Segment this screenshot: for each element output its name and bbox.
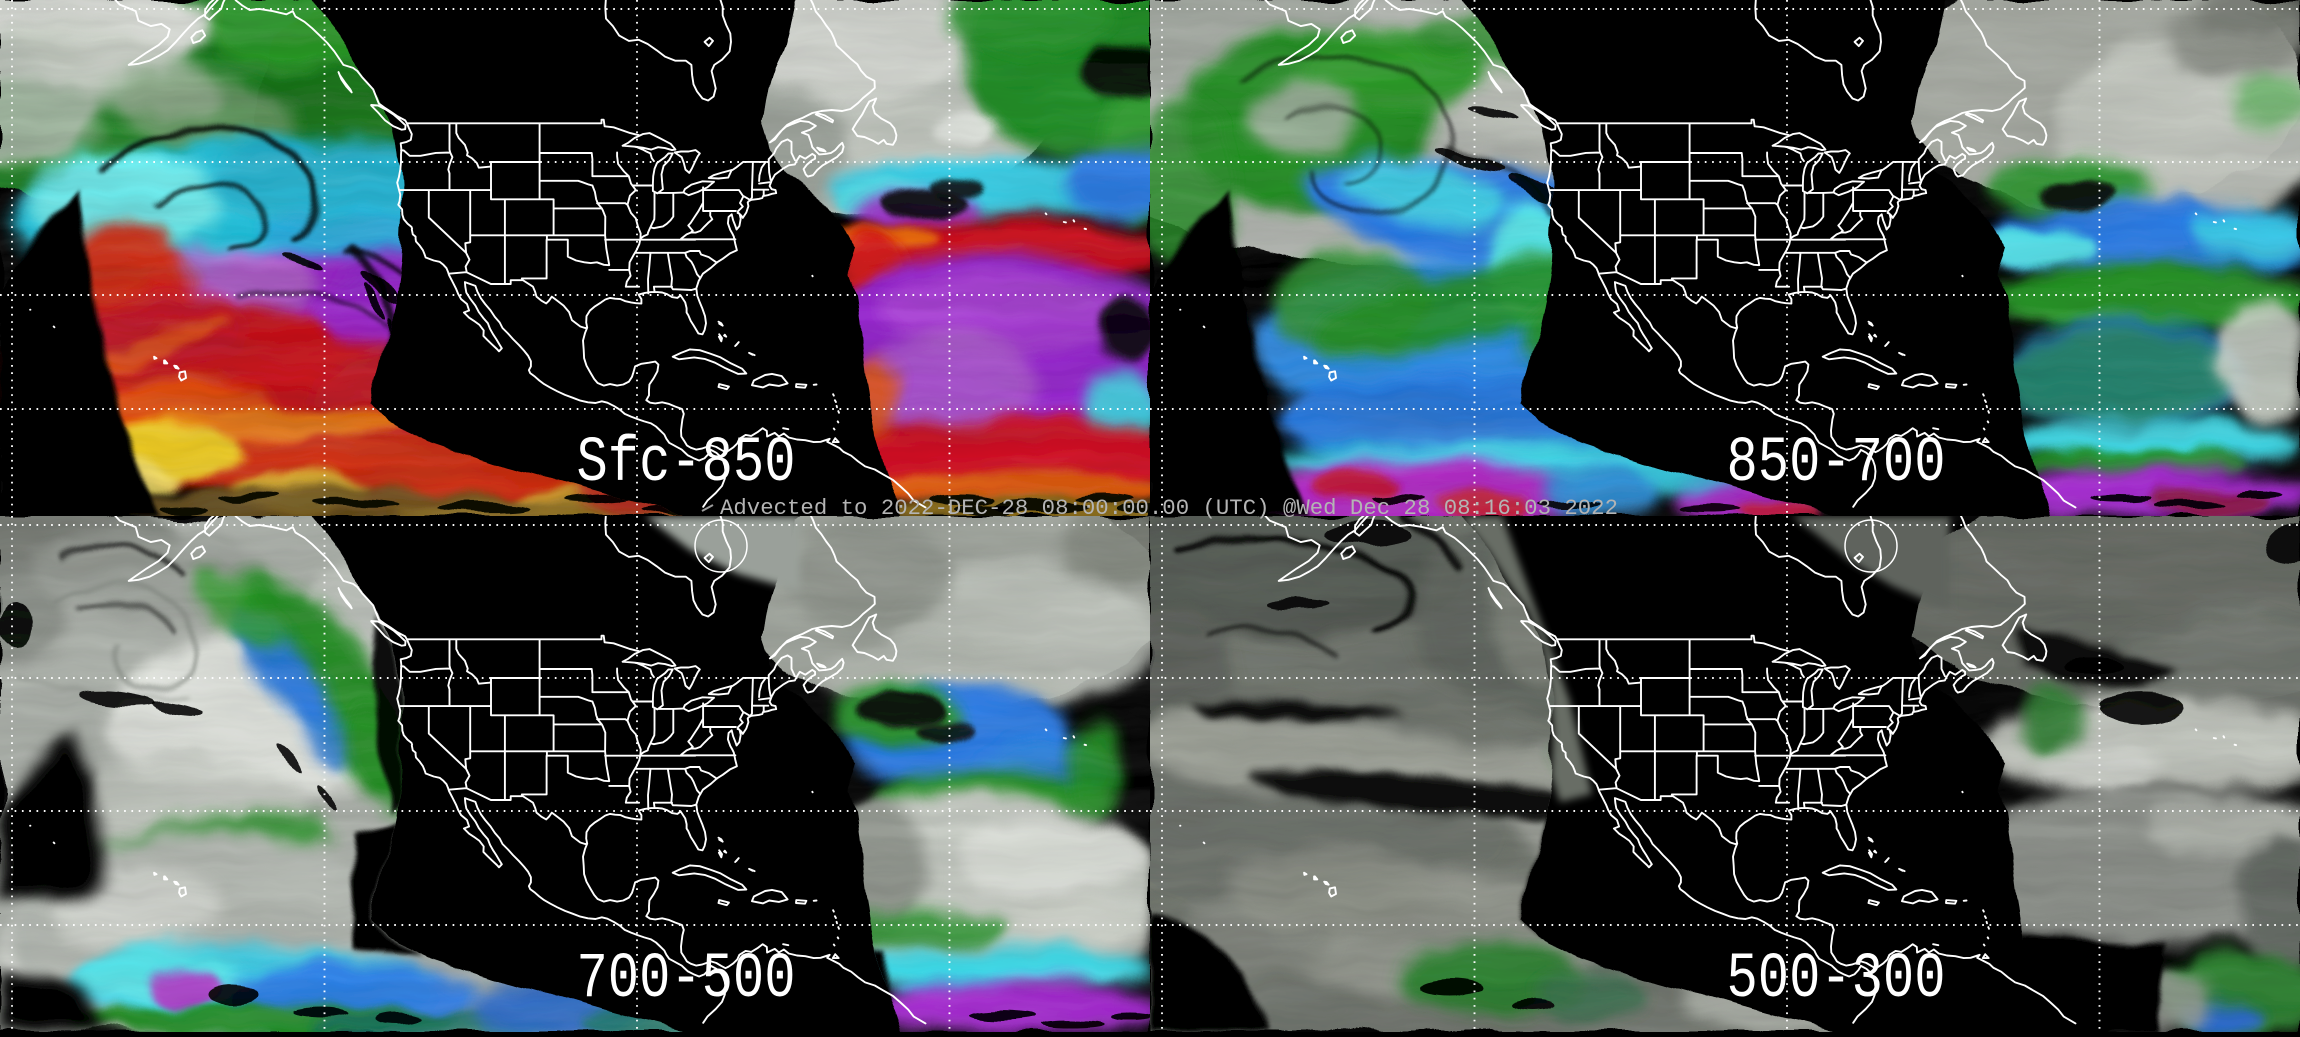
svg-text:Advected to 2022-DEC-28 08:00:: Advected to 2022-DEC-28 08:00:00.00 (UTC…: [720, 495, 1618, 521]
svg-text:500-300: 500-300: [1727, 944, 1946, 1016]
svg-text:850-700: 850-700: [1727, 428, 1946, 500]
svg-text:Sfc-850: Sfc-850: [577, 428, 796, 500]
svg-text:700-500: 700-500: [577, 944, 796, 1016]
